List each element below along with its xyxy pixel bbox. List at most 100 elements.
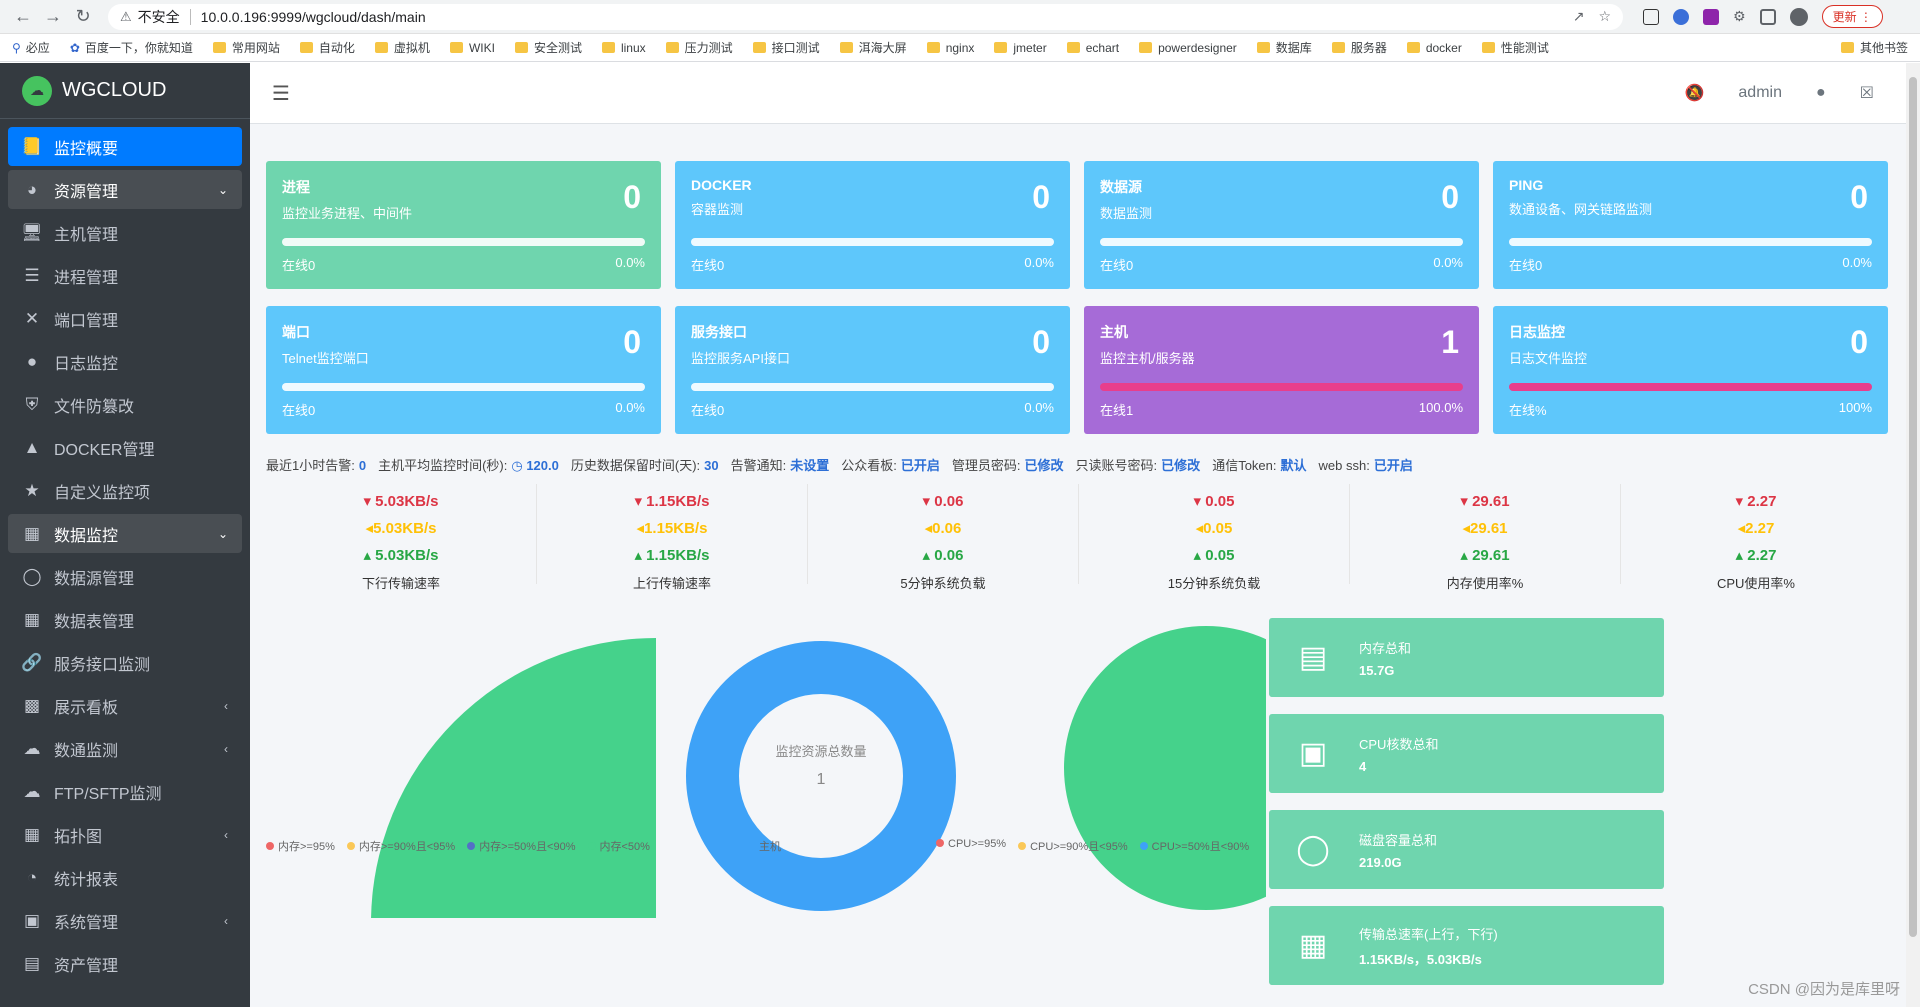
summary-card[interactable]: 主机 监控主机/服务器 1 在线1 100.0% [1084, 306, 1479, 434]
update-button[interactable]: 更新 ⋮ [1821, 5, 1883, 28]
bookmark-star-icon[interactable]: ☆ [1598, 8, 1611, 24]
address-bar[interactable]: ⚠ 不安全 10.0.0.196:9999/wgcloud/dash/main … [108, 3, 1623, 30]
forward-icon[interactable]: → [44, 6, 62, 26]
caret-down-icon: ▾ [922, 493, 931, 510]
admin-password-value[interactable]: 已修改 [1024, 458, 1064, 473]
reload-icon[interactable]: ↻ [75, 6, 91, 26]
menu-toggle-icon[interactable]: ☰ [272, 82, 290, 105]
legend-item[interactable]: CPU< [1261, 838, 1266, 854]
back-icon[interactable]: ← [14, 6, 32, 26]
bookmark-item[interactable]: linux [601, 41, 646, 55]
bookmark-label: 自动化 [318, 41, 355, 55]
legend-item[interactable]: CPU>=50%且<90% [1139, 838, 1249, 854]
total-card[interactable]: ▤ 内存总和 15.7G [1269, 618, 1664, 697]
star-icon: ★ [24, 480, 40, 500]
summary-card[interactable]: 进程 监控业务进程、中间件 0 在线0 0.0% [266, 161, 661, 289]
sidebar-item[interactable]: ▩ 展示看板 ‹ [8, 686, 242, 725]
bookmark-item[interactable]: echart [1066, 41, 1119, 55]
sidebar-item[interactable]: ● 日志监控 [8, 342, 242, 381]
bookmark-item[interactable]: 服务器 [1331, 39, 1387, 56]
summary-card[interactable]: 端口 Telnet监控端口 0 在线0 0.0% [266, 306, 661, 434]
puzzle-icon[interactable]: ⚙ [1733, 8, 1746, 24]
sidebar-item[interactable]: ▤ 资产管理 [8, 944, 242, 983]
sidebar-item[interactable]: ▦ 数据表管理 [8, 600, 242, 639]
profile-avatar-icon[interactable] [1789, 7, 1808, 26]
summary-card[interactable]: PING 数通设备、网关链路监测 0 在线0 0.0% [1493, 161, 1888, 289]
sidepanel-icon[interactable] [1759, 8, 1776, 25]
bookmark-item[interactable]: ✿ 百度一下，你就知道 [70, 39, 193, 56]
bookmark-item[interactable]: 自动化 [299, 39, 355, 56]
extension-icon[interactable] [1703, 8, 1719, 25]
sidebar-item[interactable]: ☁ 数通监测 ‹ [8, 729, 242, 768]
bookmark-item[interactable]: 洱海大屏 [839, 39, 907, 56]
scrollbar[interactable] [1906, 63, 1920, 1007]
sidebar-item[interactable]: 🖥 主机管理 [8, 213, 242, 252]
legend-item[interactable]: 内存<50% [587, 838, 650, 854]
total-card[interactable]: ▣ CPU核数总和 4 [1269, 714, 1664, 793]
summary-card[interactable]: DOCKER 容器监测 0 在线0 0.0% [675, 161, 1070, 289]
sidebar-item[interactable]: ◯ 数据源管理 [8, 557, 242, 596]
bookmark-item[interactable]: jmeter [994, 41, 1047, 55]
translate-extension-icon[interactable] [1643, 8, 1659, 25]
notify-value[interactable]: 未设置 [790, 458, 830, 473]
summary-card[interactable]: 服务接口 监控服务API接口 0 在线0 0.0% [675, 306, 1070, 434]
bookmark-item[interactable]: 压力测试 [665, 39, 733, 56]
legend-item[interactable]: CPU>=95% [936, 838, 1006, 854]
bookmark-item[interactable]: 性能测试 [1481, 39, 1549, 56]
total-card[interactable]: ◯ 磁盘容量总和 219.0G [1269, 810, 1664, 889]
sidebar-item[interactable]: 📒 监控概要 [8, 127, 242, 166]
bell-off-icon[interactable]: 🔕 [1684, 85, 1705, 102]
ssh-value[interactable]: 已开启 [1373, 458, 1413, 473]
bookmark-item[interactable]: 常用网站 [212, 39, 280, 56]
extension-icon[interactable] [1673, 8, 1689, 25]
stat-max: 5.03KB/s [375, 493, 439, 510]
share-icon[interactable]: ↗ [1572, 8, 1585, 24]
sidebar-item[interactable]: ▣ 系统管理 ‹ [8, 901, 242, 940]
user-name[interactable]: admin [1738, 84, 1782, 101]
pie-slice[interactable] [371, 638, 656, 918]
pie-slice[interactable] [1064, 626, 1266, 910]
close-box-icon[interactable]: ☒ [1859, 85, 1874, 102]
legend-item[interactable]: CPU>=90%且<95% [1018, 838, 1128, 854]
sidebar-item[interactable]: ▦ 数据监控 ⌄ [8, 514, 242, 553]
legend-label: CPU>=90%且<95% [1030, 841, 1128, 853]
total-card[interactable]: ▦ 传输总速率(上行，下行) 1.15KB/s，5.03KB/s [1269, 906, 1664, 985]
scroll-thumb[interactable] [1909, 77, 1917, 937]
other-bookmarks[interactable]: 其他书签 [1840, 39, 1908, 56]
summary-card[interactable]: 数据源 数据监测 0 在线0 0.0% [1084, 161, 1479, 289]
sidebar-item[interactable]: ☰ 进程管理 [8, 256, 242, 295]
alarm-value[interactable]: 0 [358, 458, 367, 473]
sidebar-item[interactable]: ✕ 端口管理 [8, 299, 242, 338]
sidebar-item[interactable]: ◕ 资源管理 ⌄ [8, 170, 242, 209]
url-text[interactable]: 10.0.0.196:9999/wgcloud/dash/main [200, 8, 426, 25]
legend-item[interactable]: 内存>=95% [266, 838, 335, 854]
bookmark-item[interactable]: powerdesigner [1139, 41, 1237, 55]
card-title: 进程 [282, 179, 310, 195]
token-value[interactable]: 默认 [1280, 458, 1307, 473]
bookmark-item[interactable]: 接口测试 [752, 39, 820, 56]
sidebar-item-label: 拓扑图 [54, 828, 103, 846]
summary-card[interactable]: 日志监控 日志文件监控 0 在线% 100% [1493, 306, 1888, 434]
bookmark-item[interactable]: ⚲ 必应 [12, 39, 50, 56]
sidebar-item[interactable]: ⛨ 文件防篡改 [8, 385, 242, 424]
board-value[interactable]: 已开启 [900, 458, 940, 473]
sidebar-item[interactable]: 🔗 服务接口监测 [8, 643, 242, 682]
bookmark-item[interactable]: 数据库 [1256, 39, 1312, 56]
bookmark-item[interactable]: nginx [926, 41, 974, 55]
sidebar-item[interactable]: ☁ FTP/SFTP监测 [8, 772, 242, 811]
legend-item[interactable]: 内存>=90%且<95% [346, 838, 455, 854]
sidebar-item[interactable]: ▦ 拓扑图 ‹ [8, 815, 242, 854]
bookmark-item[interactable]: docker [1406, 41, 1462, 55]
user-circle-icon[interactable]: ● [1815, 84, 1826, 101]
donut-slice[interactable] [686, 641, 956, 911]
readonly-password-value[interactable]: 已修改 [1161, 458, 1201, 473]
bookmark-item[interactable]: WIKI [449, 41, 495, 55]
sidebar-item[interactable]: ▲ DOCKER管理 [8, 428, 242, 467]
brand[interactable]: ☁ WGCLOUD [0, 63, 250, 119]
legend-item[interactable]: 内存>=50%且<90% [467, 838, 576, 854]
sidebar-item[interactable]: ◔ 统计报表 [8, 858, 242, 897]
bookmark-item[interactable]: 安全测试 [514, 39, 582, 56]
legend-item[interactable]: 主机 [747, 838, 781, 854]
sidebar-item[interactable]: ★ 自定义监控项 [8, 471, 242, 510]
bookmark-item[interactable]: 虚拟机 [374, 39, 430, 56]
